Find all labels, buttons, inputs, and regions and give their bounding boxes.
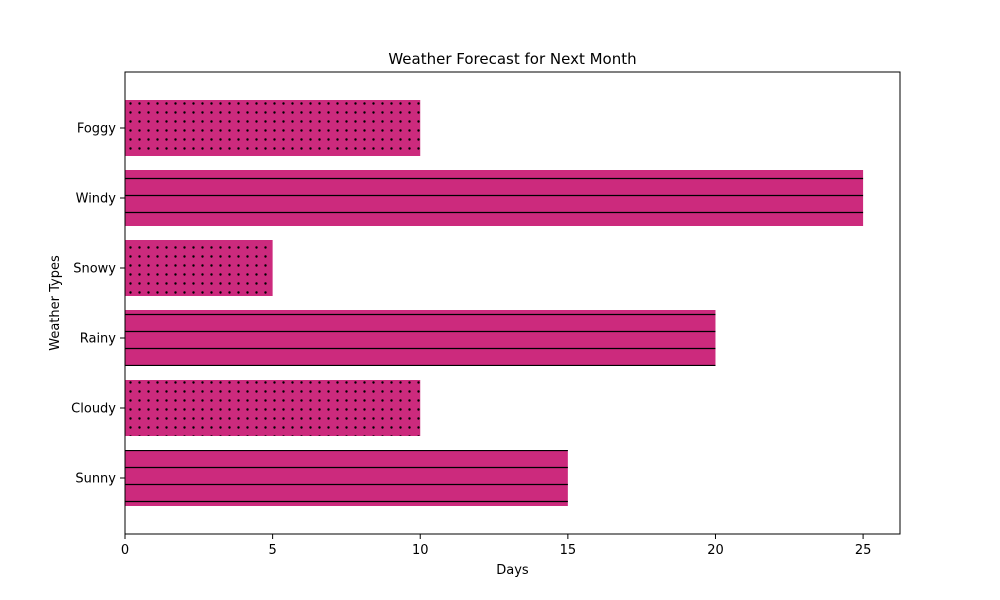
bar-hatch: [125, 380, 421, 436]
bar-hatch: [125, 100, 421, 156]
bar-snowy: [125, 240, 273, 296]
axes-group: Sunny Cloudy Rainy Snowy Windy Foggy 0 5 10 15 20 2…: [71, 71, 901, 558]
x-tick-label: 10: [412, 543, 429, 558]
y-tick-label: Rainy: [80, 332, 117, 347]
bar-hatch: [125, 240, 273, 296]
x-tick-label: 20: [707, 543, 724, 558]
bar-windy: [125, 170, 864, 226]
plot-frame: [124, 71, 901, 535]
bars-group: [125, 100, 864, 506]
y-tick-label: Sunny: [75, 472, 116, 487]
bar-rainy: [125, 310, 716, 366]
x-tick-label: 5: [268, 543, 276, 558]
y-axis-label: Weather Types: [48, 255, 63, 351]
y-tick-label: Snowy: [73, 262, 116, 277]
bar-hatch: [125, 170, 864, 226]
bar-foggy: [125, 100, 421, 156]
chart-title: Weather Forecast for Next Month: [388, 50, 636, 68]
bar-cloudy: [125, 380, 421, 436]
x-axis-label: Days: [496, 563, 529, 578]
y-tick-label: Windy: [76, 192, 117, 207]
x-tick-label: 25: [855, 543, 872, 558]
y-tick-label: Cloudy: [71, 402, 116, 417]
x-tick-label: 0: [121, 543, 129, 558]
y-tick-label: Foggy: [77, 122, 116, 137]
bar-sunny: [125, 450, 568, 506]
x-tick-label: 15: [560, 543, 577, 558]
bar-hatch: [125, 310, 716, 366]
bar-hatch: [125, 450, 568, 506]
